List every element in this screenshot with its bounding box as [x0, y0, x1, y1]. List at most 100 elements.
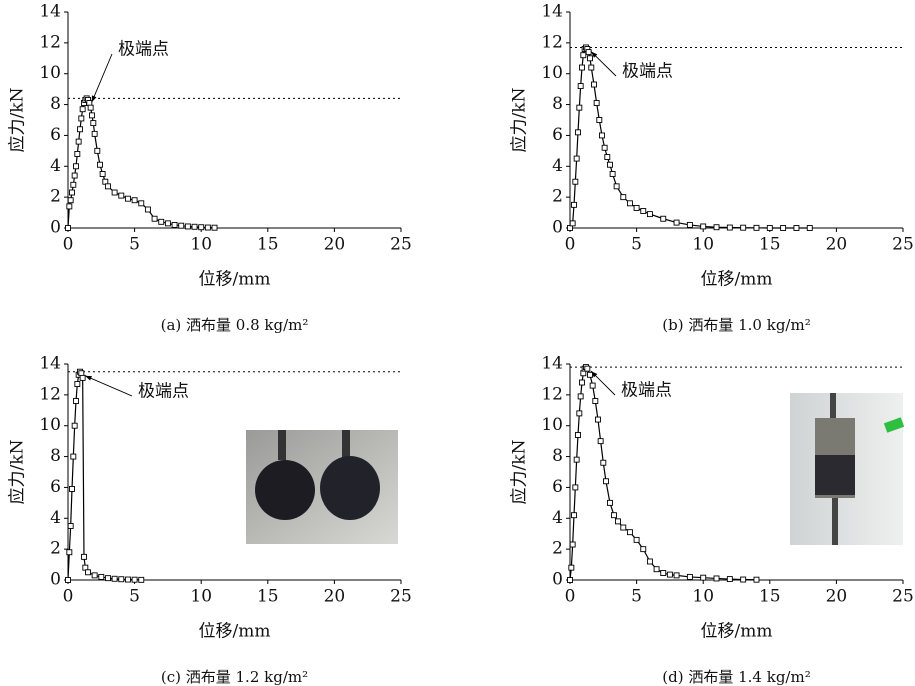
y-tick-label: 6	[50, 477, 61, 497]
y-tick-label: 10	[39, 63, 61, 83]
data-marker	[614, 184, 619, 189]
data-marker	[71, 454, 76, 459]
data-marker	[81, 554, 86, 559]
data-marker	[68, 524, 73, 529]
x-axis-label: 位移/mm	[199, 270, 271, 290]
data-marker	[611, 513, 616, 518]
y-tick-label: 14	[39, 2, 61, 22]
data-marker	[727, 577, 732, 582]
y-tick-label: 4	[552, 508, 563, 528]
data-marker	[579, 65, 584, 70]
data-marker	[165, 221, 170, 226]
x-tick-label: 5	[631, 235, 642, 255]
data-marker	[727, 225, 732, 230]
data-marker	[687, 574, 692, 579]
x-tick-label: 25	[892, 235, 914, 255]
x-tick-label: 15	[759, 235, 781, 255]
data-marker	[627, 201, 632, 206]
x-tick-label: 10	[692, 235, 714, 255]
data-marker	[602, 145, 607, 150]
data-marker	[621, 525, 626, 530]
y-tick-label: 4	[50, 508, 61, 528]
data-marker	[647, 212, 652, 217]
data-marker	[75, 151, 80, 156]
annotation: 极端点	[622, 62, 673, 82]
annotation: 极端点	[138, 382, 189, 402]
data-marker	[568, 578, 573, 583]
data-marker	[77, 127, 82, 132]
y-tick-label: 2	[552, 539, 563, 559]
x-axis-label: 位移/mm	[199, 622, 271, 642]
y-tick-label: 12	[39, 32, 61, 52]
data-marker	[593, 399, 598, 404]
data-marker	[185, 224, 190, 229]
data-marker	[105, 184, 110, 189]
y-tick-label: 14	[541, 2, 563, 22]
data-marker	[71, 182, 76, 187]
y-tick-label: 0	[50, 218, 61, 238]
data-marker	[179, 223, 184, 228]
arrow-head	[85, 376, 92, 381]
x-tick-label: 15	[257, 587, 279, 607]
data-marker	[741, 225, 746, 230]
annotation: 极端点	[621, 381, 672, 401]
data-marker	[69, 486, 74, 491]
data-marker	[667, 572, 672, 577]
data-marker	[80, 107, 85, 112]
data-marker	[95, 148, 100, 153]
y-tick-label: 14	[39, 354, 61, 374]
x-tick-label: 0	[565, 235, 576, 255]
data-marker	[100, 172, 105, 177]
data-marker	[67, 550, 72, 555]
data-marker	[754, 577, 759, 582]
data-marker	[75, 382, 80, 387]
x-tick-label: 0	[63, 235, 74, 255]
data-marker	[590, 383, 595, 388]
data-marker	[661, 571, 666, 576]
data-marker	[159, 219, 164, 224]
data-marker	[575, 130, 580, 135]
data-marker	[781, 226, 786, 231]
y-tick-label: 0	[50, 570, 61, 590]
y-tick-label: 14	[541, 354, 563, 374]
data-marker	[594, 101, 599, 106]
data-marker	[578, 84, 583, 89]
data-marker	[570, 542, 575, 547]
x-axis-label: 位移/mm	[701, 270, 773, 290]
y-tick-label: 2	[50, 539, 61, 559]
data-marker	[587, 372, 592, 377]
data-marker	[79, 116, 84, 121]
photo-d	[790, 393, 904, 545]
x-tick-label: 0	[63, 587, 74, 607]
x-tick-label: 15	[257, 235, 279, 255]
data-marker	[661, 216, 666, 221]
data-marker	[701, 575, 706, 580]
data-marker	[574, 457, 579, 462]
data-marker	[605, 155, 610, 160]
data-marker	[69, 190, 74, 195]
data-marker	[607, 162, 612, 167]
data-marker	[579, 380, 584, 385]
y-tick-label: 0	[552, 218, 563, 238]
data-marker	[601, 460, 606, 465]
data-marker	[99, 574, 104, 579]
data-line	[570, 47, 810, 228]
data-marker	[105, 576, 110, 581]
y-tick-label: 2	[552, 187, 563, 207]
data-marker	[589, 65, 594, 70]
data-marker	[67, 204, 72, 209]
x-tick-label: 5	[129, 235, 140, 255]
data-marker	[73, 399, 78, 404]
y-tick-label: 12	[541, 32, 563, 52]
data-marker	[627, 530, 632, 535]
x-tick-label: 25	[892, 587, 914, 607]
data-marker	[581, 53, 586, 58]
data-marker	[598, 439, 603, 444]
caption: (d) 洒布量 1.4 kg/m²	[662, 668, 810, 686]
y-tick-label: 6	[552, 125, 563, 145]
data-marker	[597, 118, 602, 123]
data-marker	[80, 375, 85, 380]
y-tick-label: 8	[50, 94, 61, 114]
x-tick-label: 20	[324, 587, 346, 607]
